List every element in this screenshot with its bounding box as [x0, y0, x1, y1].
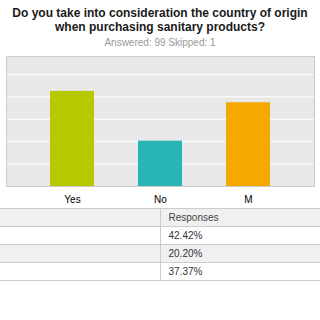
html-text:Responses: Responses: [168, 212, 219, 223]
svg-text:No: No: [154, 194, 167, 205]
html-text:42.42%: 42.42%: [168, 230, 203, 241]
svg-text:M: M: [244, 194, 252, 205]
html-text:37.37%: 37.37%: [168, 266, 203, 277]
html-text:Answered: 99 Skipped: 1: Answered: 99 Skipped: 1: [104, 37, 216, 48]
html-text:Do you take into consideration: Do you take into consideration the count…: [12, 6, 308, 34]
svg-text:Yes: Yes: [64, 194, 80, 205]
html-text:20.20%: 20.20%: [168, 248, 203, 259]
